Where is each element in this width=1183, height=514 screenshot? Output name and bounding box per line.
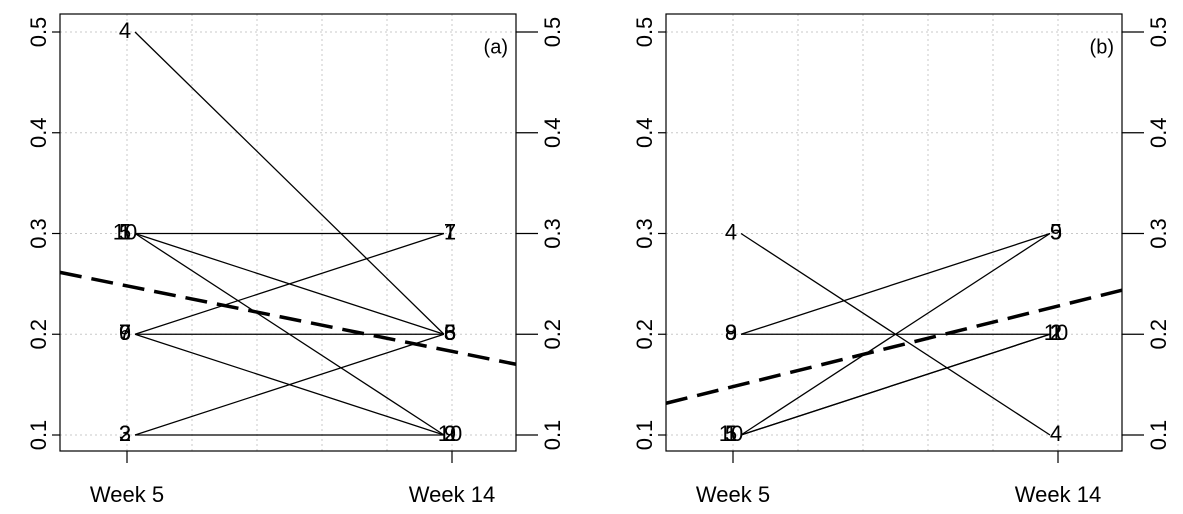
y-tick-label-right: 0.4	[1146, 117, 1171, 148]
point-label-week5: 8	[725, 320, 737, 345]
point-label-week5: 2	[119, 421, 131, 446]
subject-line	[740, 232, 1051, 335]
point-label-week14: 7	[444, 219, 456, 244]
y-tick-label-right: 0.2	[1146, 319, 1171, 350]
point-label-week5: 6	[119, 320, 131, 345]
point-label-week5: 7	[119, 320, 131, 345]
point-label-week14: 9	[444, 421, 456, 446]
point-label-week14: 10	[438, 421, 462, 446]
point-label-week5: 5	[119, 219, 131, 244]
subject-line	[134, 333, 445, 436]
y-tick-label-right: 0.5	[540, 17, 565, 48]
point-label-week5: 10	[113, 219, 137, 244]
y-tick-label-right: 0.4	[540, 117, 565, 148]
point-label-week14: 1	[1050, 320, 1062, 345]
y-tick-label-left: 0.5	[26, 17, 51, 48]
panel-tag: (a)	[484, 36, 508, 58]
y-tick-label-right: 0.3	[1146, 218, 1171, 249]
point-label-week5: 9	[725, 320, 737, 345]
y-tick-label-left: 0.1	[26, 420, 51, 451]
point-label-week5: 1	[725, 421, 737, 446]
y-tick-label-left: 0.2	[632, 319, 657, 350]
point-label-week14: 9	[1050, 219, 1062, 244]
trend-line	[59, 270, 517, 366]
y-tick-label-left: 0.3	[632, 218, 657, 249]
point-label-week14: 4	[1050, 421, 1062, 446]
subject-line	[134, 31, 445, 335]
y-tick-label-left: 0.4	[632, 117, 657, 148]
panel-a: 0.1 0.2 0.3 0.4 0.5 0.1 0.2 0.3 0.4 0.5 Week 5 Week…	[26, 13, 565, 507]
y-tick-label-left: 0.1	[632, 420, 657, 451]
y-tick-label-left: 0.4	[26, 117, 51, 148]
point-label-week5: 4	[725, 219, 737, 244]
y-tick-label-left: 0.3	[26, 218, 51, 249]
y-tick-label-left: 0.5	[632, 17, 657, 48]
point-label-week14: 5	[444, 320, 456, 345]
point-label-week14: 8	[444, 320, 456, 345]
x-category-label: Week 5	[696, 482, 770, 507]
y-tick-label-right: 0.3	[540, 218, 565, 249]
point-label-week5: 9	[119, 320, 131, 345]
y-tick-label-left: 0.2	[26, 319, 51, 350]
y-tick-label-right: 0.1	[540, 420, 565, 451]
point-label-week14: 2	[1050, 320, 1062, 345]
subject-line	[740, 232, 1051, 436]
point-label-week14: 5	[1050, 219, 1062, 244]
point-label-week5: 1	[119, 219, 131, 244]
point-label-week5: 10	[719, 421, 743, 446]
point-label-week14: 6	[444, 320, 456, 345]
panel-tag: (b)	[1090, 36, 1114, 58]
y-tick-label-right: 0.5	[1146, 17, 1171, 48]
panel-b: 0.1 0.2 0.3 0.4 0.5 0.1 0.2 0.3 0.4 0.5 Week 5 Week…	[632, 13, 1171, 507]
subject-line	[134, 232, 445, 335]
point-label-week5: 4	[119, 18, 131, 43]
y-tick-label-right: 0.2	[540, 319, 565, 350]
subject-line	[740, 333, 1051, 436]
y-tick-label-right: 0.1	[1146, 420, 1171, 451]
plot-frame	[59, 13, 517, 452]
point-label-week5: 5	[725, 421, 737, 446]
x-category-label: Week 5	[90, 482, 164, 507]
point-label-week14: 1	[444, 219, 456, 244]
point-label-week14: 2	[444, 421, 456, 446]
point-label-week14: 3	[444, 320, 456, 345]
point-label-week14: 10	[1044, 320, 1068, 345]
x-category-label: Week 14	[1015, 482, 1101, 507]
trend-line	[665, 288, 1123, 405]
point-label-week5: 3	[119, 421, 131, 446]
plot-frame	[665, 13, 1123, 452]
x-category-label: Week 14	[409, 482, 495, 507]
